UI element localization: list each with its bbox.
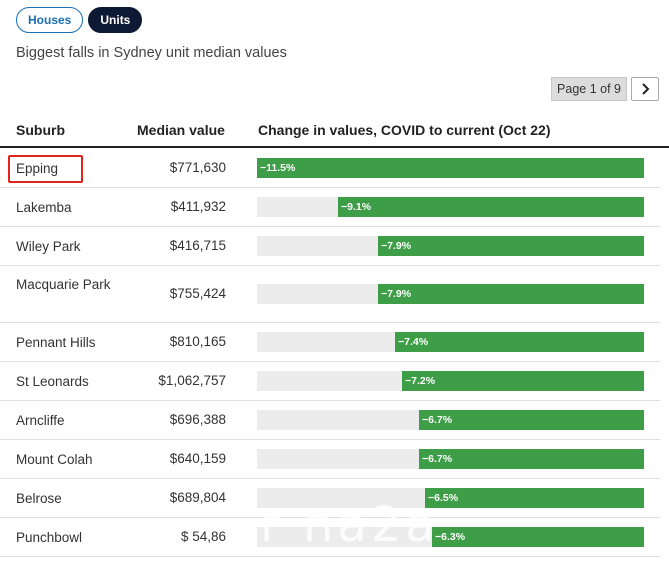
change-bar-track: −6.7% — [257, 449, 644, 469]
table-row: Pennant Hills $810,165 −7.4% — [0, 323, 660, 362]
suburb-name: Arncliffe — [16, 413, 65, 428]
median-value: $689,804 — [169, 490, 226, 505]
change-bar-track: −7.2% — [257, 371, 644, 391]
table-row: Epping $771,630 −11.5% — [0, 149, 660, 188]
change-label: −9.1% — [341, 201, 372, 213]
change-bar: −6.7% — [419, 449, 644, 469]
suburb-name: Pennant Hills — [16, 335, 96, 350]
change-label: −6.7% — [422, 453, 453, 465]
median-value: $755,424 — [169, 286, 226, 301]
change-label: −7.4% — [398, 336, 429, 348]
suburb-name: Macquarie Park — [16, 277, 111, 292]
suburb-name: Wiley Park — [16, 239, 81, 254]
median-value: $696,388 — [169, 412, 226, 427]
change-label: −7.2% — [405, 375, 436, 387]
header-change[interactable]: Change in values, COVID to current (Oct … — [258, 122, 551, 138]
next-page-button[interactable] — [631, 77, 659, 101]
change-bar: −6.3% — [432, 527, 644, 547]
change-bar: −11.5% — [257, 158, 644, 178]
header-median-value[interactable]: Median value — [137, 122, 225, 138]
suburb-name: Epping — [16, 161, 59, 176]
median-value: $411,932 — [170, 199, 226, 214]
table-row: Wiley Park $416,715 −7.9% — [0, 227, 660, 266]
change-bar-track: −7.4% — [257, 332, 644, 352]
table-body: Epping $771,630 −11.5% Lakemba $411,932 −9.1%… — [0, 149, 669, 557]
median-value: $810,165 — [169, 334, 226, 349]
median-value: $ 54,86 — [180, 529, 226, 544]
change-bar-track: −6.7% — [257, 410, 644, 430]
change-bar-track: −7.9% — [257, 236, 644, 256]
change-label: −7.9% — [381, 288, 412, 300]
tab-units[interactable]: Units — [88, 7, 143, 33]
suburb-name: Belrose — [16, 491, 62, 506]
change-label: −6.7% — [422, 414, 453, 426]
table-row: Lakemba $411,932 −9.1% — [0, 188, 660, 227]
suburb-name: Lakemba — [16, 200, 72, 215]
pagination: Page 1 of 9 — [551, 77, 659, 101]
header-suburb[interactable]: Suburb — [16, 122, 65, 138]
table-row: Belrose $689,804 −6.5% — [0, 479, 660, 518]
change-bar: −7.2% — [402, 371, 644, 391]
median-value: $1,062,757 — [158, 373, 226, 388]
change-bar-track: −6.5% — [257, 488, 644, 508]
table-row: St Leonards $1,062,757 −7.2% — [0, 362, 660, 401]
change-bar-track: −9.1% — [257, 197, 644, 217]
property-type-tabs: Houses Units — [16, 7, 143, 33]
table-row: Arncliffe $696,388 −6.7% — [0, 401, 660, 440]
change-bar-track: −7.9% — [257, 284, 644, 304]
change-bar-track: −11.5% — [257, 158, 644, 178]
chevron-right-icon — [642, 83, 650, 95]
change-bar-track: −6.3% — [257, 527, 644, 547]
table-subtitle: Biggest falls in Sydney unit median valu… — [16, 45, 287, 61]
median-value: $416,715 — [169, 238, 226, 253]
page-indicator: Page 1 of 9 — [551, 77, 627, 101]
change-label: −6.5% — [428, 492, 459, 504]
change-bar: −6.5% — [425, 488, 644, 508]
change-bar: −7.9% — [378, 284, 644, 304]
change-bar: −9.1% — [338, 197, 644, 217]
change-label: −6.3% — [435, 531, 466, 543]
change-label: −7.9% — [381, 240, 412, 252]
suburb-name: St Leonards — [16, 374, 89, 389]
table-row: Mount Colah $640,159 −6.7% — [0, 440, 660, 479]
table-row: Macquarie Park $755,424 −7.9% — [0, 266, 660, 323]
median-value: $771,630 — [169, 160, 226, 175]
tab-houses[interactable]: Houses — [16, 7, 84, 33]
median-value: $640,159 — [169, 451, 226, 466]
suburb-name: Punchbowl — [16, 530, 83, 545]
change-label: −11.5% — [260, 162, 296, 174]
table-header: Suburb Median value Change in values, CO… — [0, 120, 669, 148]
change-bar: −7.4% — [395, 332, 644, 352]
table-row: Punchbowl $ 54,86 −6.3% — [0, 518, 660, 557]
suburb-name: Mount Colah — [16, 452, 93, 467]
change-bar: −7.9% — [378, 236, 644, 256]
change-bar: −6.7% — [419, 410, 644, 430]
